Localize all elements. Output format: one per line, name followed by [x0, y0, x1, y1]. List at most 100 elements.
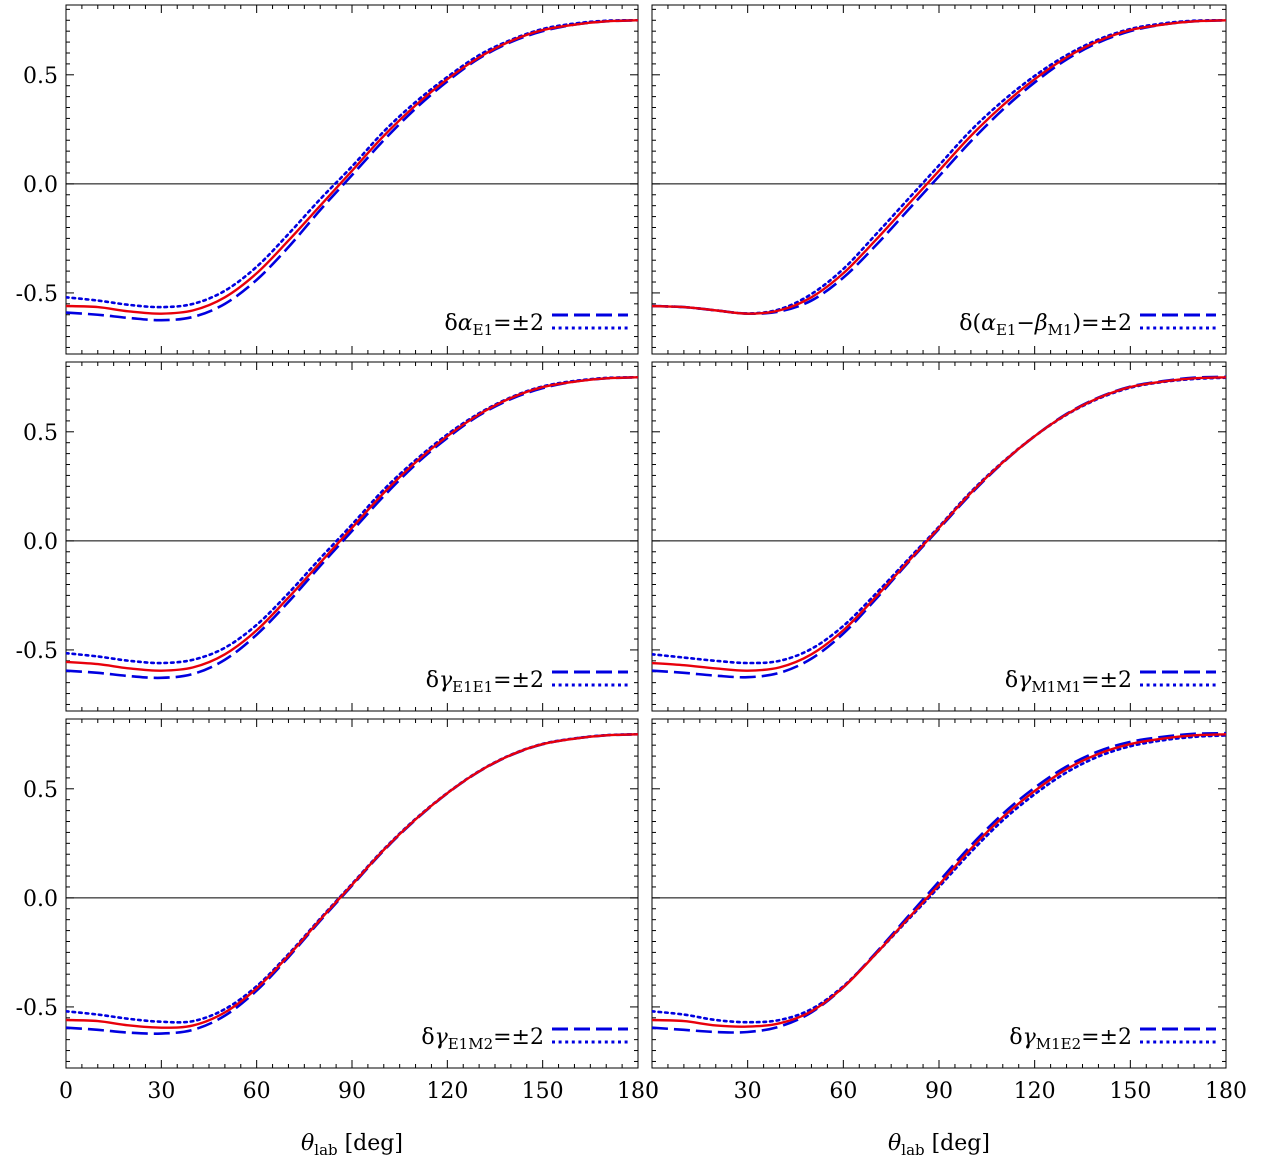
- legend-subscript: M1M1: [1031, 678, 1081, 696]
- legend: δγE1E1=±2: [426, 668, 628, 696]
- x-tick-label: 120: [426, 1079, 468, 1104]
- panel-3: -0.5 0.0 0.5 δγE1E1=±2: [16, 361, 639, 712]
- legend: δγE1M2=±2: [421, 1025, 628, 1053]
- panel-5: -0.5 0.0 0.5 0 30 60 90 120 150 180 θlab [deg] δγE1…: [16, 718, 659, 1159]
- legend-prefix: δ: [1009, 1025, 1022, 1050]
- legend-subscript: M1E2: [1036, 1035, 1081, 1053]
- legend-symbol: α: [458, 311, 473, 336]
- x-tick-label: 180: [617, 1079, 659, 1104]
- legend-label: δγE1M2=±2: [421, 1025, 544, 1053]
- curves: [66, 732, 638, 1035]
- legend-value: =±2: [493, 311, 544, 336]
- legend-minus-subscript: M1: [1048, 321, 1073, 339]
- x-tick-label: 180: [1205, 1079, 1247, 1104]
- x-axis-label: θlab [deg]: [888, 1131, 990, 1159]
- x-tick-label: 30: [147, 1079, 175, 1104]
- curves: [66, 18, 638, 322]
- x-axis-subscript: lab: [314, 1141, 337, 1159]
- y-ticks: [652, 365, 1226, 705]
- x-axis-unit: [deg]: [338, 1131, 403, 1156]
- plot-frame: [651, 361, 1227, 712]
- legend-prefix: δ(: [959, 311, 981, 336]
- x-tick-label: 150: [1109, 1079, 1151, 1104]
- legend-label: δγE1E1=±2: [426, 668, 544, 696]
- legend-minus: −: [1016, 311, 1034, 336]
- series-central-line: [652, 733, 1226, 1028]
- legend-value: =±2: [1081, 1025, 1132, 1050]
- series-dotted-line: [652, 18, 1226, 315]
- series-dotted-line: [652, 376, 1226, 665]
- legend: δαE1=±2: [445, 311, 628, 339]
- legend-symbol: γ: [1018, 668, 1032, 693]
- legend-value: =±2: [493, 668, 544, 693]
- x-axis-subscript: lab: [901, 1141, 924, 1159]
- legend-value: =±2: [493, 1025, 544, 1050]
- y-tick-label: 0.0: [23, 887, 58, 912]
- x-tick-label: 0: [645, 1079, 659, 1104]
- legend-label: δαE1=±2: [445, 311, 544, 339]
- x-tick-label: 0: [59, 1079, 73, 1104]
- legend-subscript: E1M2: [448, 1035, 493, 1053]
- y-ticks: [652, 8, 1226, 348]
- series-dotted-line: [66, 18, 638, 309]
- series-central-line: [652, 376, 1226, 672]
- plot-frame: [65, 718, 639, 1069]
- y-ticks: [66, 722, 638, 1062]
- legend-value: )=±2: [1073, 311, 1132, 336]
- panel-1: -0.5 0.0 0.5 δαE1=±2: [16, 4, 639, 355]
- legend-prefix: δ: [1005, 668, 1018, 693]
- plot-frame: [65, 361, 639, 712]
- panel-4: δγM1M1=±2: [651, 361, 1227, 712]
- legend-label: δγM1M1=±2: [1005, 668, 1132, 696]
- x-ticks: [65, 362, 639, 711]
- legend-subscript: E1: [473, 321, 494, 339]
- series-dotted-line: [66, 375, 638, 665]
- panel-6: 0 30 60 90 120 150 180 θlab [deg] δγM1E2=±2: [645, 718, 1247, 1159]
- x-ticks: [651, 362, 1227, 711]
- plot-frame: [651, 718, 1227, 1069]
- x-axis-label: θlab [deg]: [301, 1131, 403, 1159]
- legend-value: =±2: [1081, 668, 1132, 693]
- y-ticks: [66, 365, 638, 705]
- legend-label: δγM1E2=±2: [1009, 1025, 1132, 1053]
- series-central-line: [66, 733, 638, 1029]
- legend-subscript: E1E1: [452, 678, 493, 696]
- legend: δγM1M1=±2: [1005, 668, 1216, 696]
- y-ticks: [652, 722, 1226, 1062]
- legend-prefix: δ: [421, 1025, 434, 1050]
- y-tick-label: 0.5: [23, 421, 58, 446]
- x-axis-symbol: θ: [888, 1131, 901, 1156]
- x-ticks: [65, 719, 639, 1068]
- y-tick-label: 0.0: [23, 173, 58, 198]
- y-tick-label: -0.5: [16, 639, 58, 664]
- legend: δ(αE1−βM1)=±2: [959, 311, 1216, 339]
- y-tick-label: 0.5: [23, 64, 58, 89]
- y-tick-label: -0.5: [16, 282, 58, 307]
- curves: [652, 375, 1226, 679]
- x-tick-label: 150: [522, 1079, 564, 1104]
- x-tick-label: 120: [1014, 1079, 1056, 1104]
- y-tick-label: 0.0: [23, 530, 58, 555]
- legend-prefix: δ: [445, 311, 458, 336]
- plot-frame: [651, 4, 1227, 355]
- legend-symbol: γ: [1023, 1025, 1037, 1050]
- y-tick-label: 0.5: [23, 778, 58, 803]
- x-ticks: [651, 5, 1227, 354]
- x-tick-label: 60: [243, 1079, 271, 1104]
- curves: [652, 18, 1226, 315]
- x-tick-label: 90: [338, 1079, 366, 1104]
- x-tick-label: 90: [925, 1079, 953, 1104]
- series-dotted-line: [66, 732, 638, 1024]
- series-central-line: [66, 19, 638, 315]
- legend: δγM1E2=±2: [1009, 1025, 1216, 1053]
- legend-symbol: α: [981, 311, 996, 336]
- series-central-line: [66, 376, 638, 672]
- plot-frame: [65, 4, 639, 355]
- x-tick-label: 30: [734, 1079, 762, 1104]
- legend-prefix: δ: [426, 668, 439, 693]
- panel-2: δ(αE1−βM1)=±2: [651, 4, 1227, 355]
- x-axis-unit: [deg]: [925, 1131, 990, 1156]
- x-tick-label: 60: [829, 1079, 857, 1104]
- x-ticks: [65, 5, 639, 354]
